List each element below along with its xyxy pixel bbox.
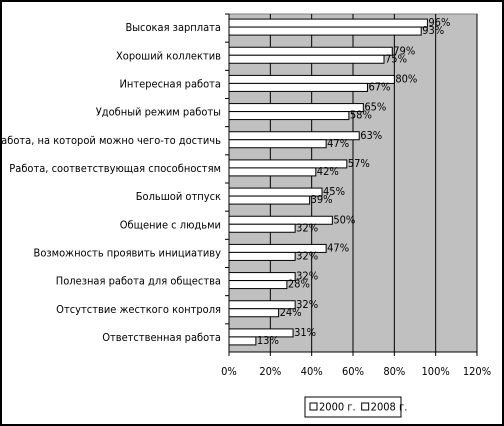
bar: [228, 167, 317, 177]
value-label: 75%: [385, 52, 407, 65]
value-label: 32%: [296, 298, 318, 311]
bar: [228, 272, 296, 282]
bar: [228, 223, 296, 233]
value-label: 93%: [422, 24, 444, 37]
category-label: Хороший коллектив: [116, 49, 221, 62]
value-label: 13%: [257, 334, 279, 347]
category-label: Ответственная работа: [102, 331, 221, 344]
value-label: 58%: [350, 109, 372, 122]
value-label: 32%: [296, 249, 318, 262]
bar: [228, 280, 288, 290]
bar: [228, 26, 422, 36]
value-label: 63%: [360, 129, 382, 142]
value-label: 42%: [317, 165, 339, 178]
category-label: Возможность проявить инициативу: [34, 246, 222, 259]
bar: [228, 54, 385, 64]
bar: [228, 103, 364, 113]
category-label: Высокая зарплата: [125, 21, 221, 34]
category-label: Общение с людьми: [120, 218, 221, 231]
value-label: 67%: [368, 80, 390, 93]
x-tick-label: 0%: [221, 365, 237, 378]
value-label: 39%: [311, 193, 333, 206]
category-label: Удобный режим работы: [96, 106, 221, 119]
category-label: Работа, соответствующая способностям: [9, 162, 221, 175]
legend-swatch: [361, 402, 370, 411]
legend-label: 2000 г.: [319, 401, 356, 414]
bar: [228, 308, 280, 318]
value-label: 31%: [294, 326, 316, 339]
x-tick-label: 60%: [342, 365, 364, 378]
x-tick-label: 80%: [383, 365, 405, 378]
value-label: 79%: [393, 44, 415, 57]
bar: [228, 46, 393, 56]
category-label: Работа, на которой можно чего-то достичь: [0, 134, 221, 147]
legend-label: 2008 г.: [371, 401, 408, 414]
bar: [228, 251, 296, 261]
value-label: 47%: [327, 137, 349, 150]
value-label: 28%: [288, 278, 310, 291]
value-label: 45%: [323, 185, 345, 198]
legend-box: [304, 396, 402, 418]
category-label: Большой отпуск: [136, 190, 221, 203]
value-label: 80%: [395, 72, 417, 85]
bar: [228, 111, 350, 121]
bar: [228, 187, 323, 197]
legend-swatch: [309, 402, 318, 411]
category-label: Интересная работа: [119, 77, 221, 90]
x-tick-label: 120%: [463, 365, 491, 378]
value-label: 24%: [280, 306, 302, 319]
bar: [228, 18, 428, 28]
value-label: 96%: [428, 16, 450, 29]
value-label: 32%: [296, 221, 318, 234]
value-label: 57%: [348, 157, 370, 170]
value-label: 32%: [296, 270, 318, 283]
x-tick-label: 100%: [422, 365, 450, 378]
value-label: 65%: [364, 101, 386, 114]
value-label: 47%: [327, 241, 349, 254]
category-label: Отсутствие жесткого контроля: [56, 303, 221, 316]
bar: [228, 328, 294, 338]
value-label: 50%: [333, 213, 355, 226]
bar: [228, 195, 311, 205]
category-label: Полезная работа для общества: [56, 275, 221, 288]
x-tick-label: 20%: [259, 365, 281, 378]
bar: [228, 82, 368, 92]
x-tick-label: 40%: [301, 365, 323, 378]
bar: [228, 139, 327, 149]
bar: [228, 336, 257, 346]
